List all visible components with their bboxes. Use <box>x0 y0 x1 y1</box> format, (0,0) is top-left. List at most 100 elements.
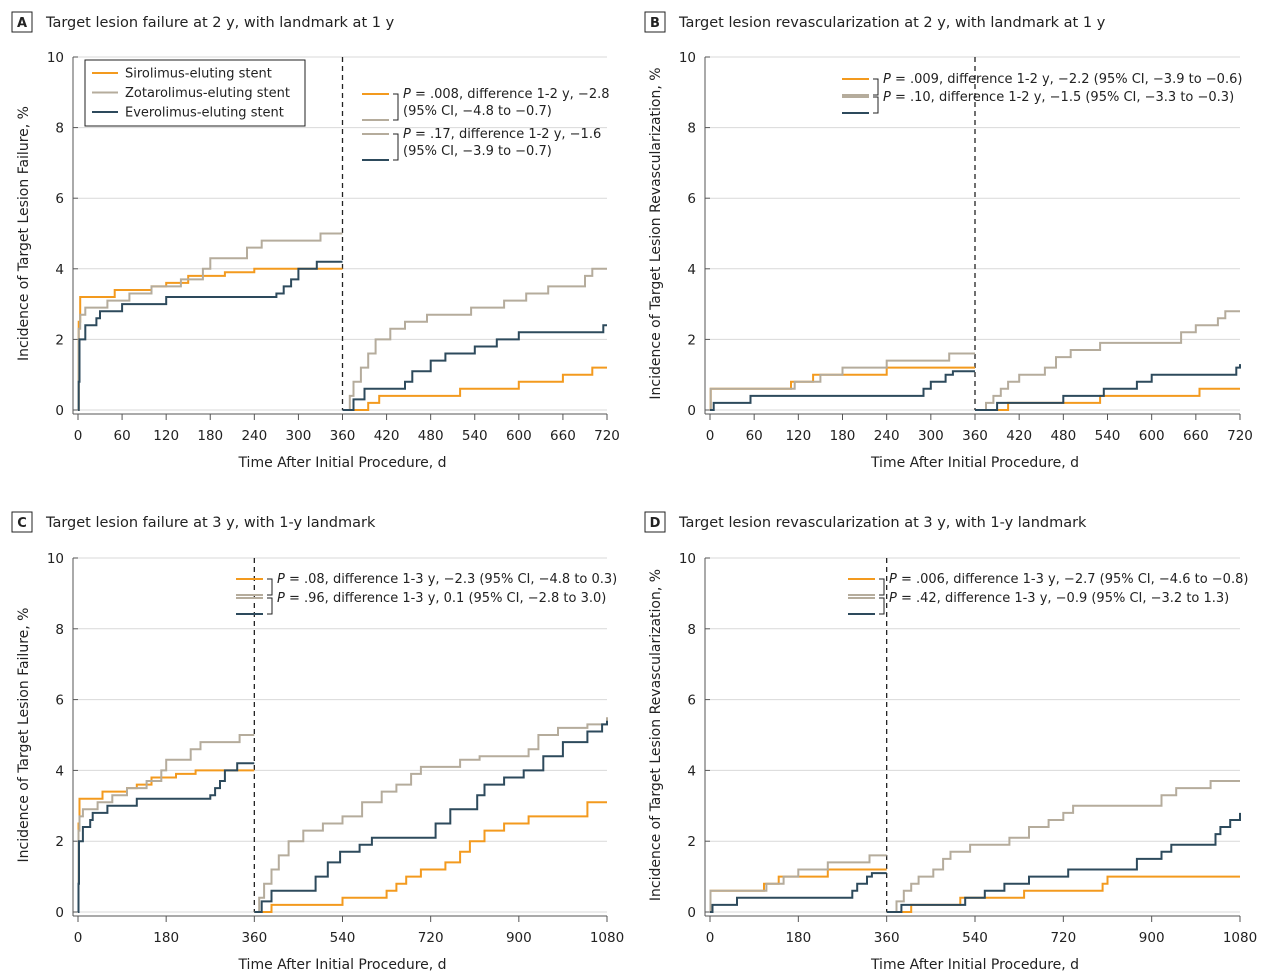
x-tick-label: 0 <box>706 930 715 946</box>
y-tick-label: 8 <box>687 121 696 137</box>
annotation-text: P = .17, difference 1-2 y, −1.6 <box>403 127 601 142</box>
series-line-zotarolimus <box>709 854 887 913</box>
y-tick-label: 2 <box>687 332 696 348</box>
x-tick-label: 300 <box>286 428 312 444</box>
series-line-sirolimus <box>975 387 1240 411</box>
y-axis-label: Incidence of Target Lesion Revasculariza… <box>648 569 664 901</box>
y-tick-label: 10 <box>679 551 696 567</box>
panel-title: Target lesion failure at 2 y, with landm… <box>45 15 395 31</box>
annotation-text: P = .96, difference 1-3 y, 0.1 (95% CI, … <box>277 591 606 606</box>
x-axis-label: Time After Initial Procedure, d <box>237 455 446 471</box>
x-tick-label: 180 <box>197 428 223 444</box>
x-axis-label: Time After Initial Procedure, d <box>870 455 1079 471</box>
x-tick-label: 60 <box>746 428 763 444</box>
y-tick-label: 6 <box>687 693 696 709</box>
series-line-everolimus <box>342 324 607 411</box>
panel-letter-box <box>644 511 666 533</box>
x-tick-label: 420 <box>374 428 400 444</box>
x-tick-label: 1080 <box>590 930 624 946</box>
y-tick-label: 4 <box>55 763 64 779</box>
y-tick-label: 2 <box>687 834 696 850</box>
y-tick-label: 0 <box>687 403 696 419</box>
annotation-text: P = .008, difference 1-2 y, −2.8 <box>403 87 610 102</box>
x-tick-label: 720 <box>1050 930 1076 946</box>
y-axis-label: Incidence of Target Lesion Failure, % <box>16 608 32 863</box>
y-tick-label: 4 <box>687 763 696 779</box>
panel-a: A Target lesion failure at 2 y, with land… <box>11 11 620 471</box>
annotation-bracket <box>393 93 399 121</box>
y-tick-label: 0 <box>55 905 64 921</box>
series-line-everolimus <box>710 370 975 411</box>
panel-letter: D <box>650 516 661 531</box>
annotation-bracket <box>873 78 879 96</box>
x-tick-label: 600 <box>506 428 532 444</box>
x-tick-label: 660 <box>1183 428 1209 444</box>
panel-letter: C <box>17 516 27 531</box>
series-line-everolimus <box>710 872 887 913</box>
series-line-everolimus <box>975 364 1241 411</box>
y-tick-label: 8 <box>687 622 696 638</box>
y-axis-label: Incidence of Target Lesion Failure, % <box>16 106 32 361</box>
annotation-bracket <box>267 597 273 615</box>
annotation-bracket <box>267 578 273 596</box>
x-axis-label: Time After Initial Procedure, d <box>870 957 1079 972</box>
x-tick-label: 360 <box>330 428 356 444</box>
legend-label-sirolimus: Sirolimus-eluting stent <box>125 67 272 82</box>
x-tick-label: 0 <box>706 428 715 444</box>
x-tick-label: 420 <box>1006 428 1032 444</box>
x-tick-label: 180 <box>153 930 179 946</box>
y-tick-label: 8 <box>55 622 64 638</box>
x-tick-label: 0 <box>74 930 83 946</box>
x-tick-label: 720 <box>594 428 620 444</box>
legend-label-zotarolimus: Zotarolimus-eluting stent <box>125 86 290 101</box>
legend-label-everolimus: Everolimus-eluting stent <box>125 106 284 121</box>
series-line-zotarolimus <box>77 232 343 411</box>
panel-letter-box <box>644 11 666 33</box>
x-tick-label: 240 <box>874 428 900 444</box>
y-tick-label: 8 <box>55 121 64 137</box>
annotation-text: P = .009, difference 1-2 y, −2.2 (95% CI… <box>883 72 1242 87</box>
x-tick-label: 720 <box>1227 428 1253 444</box>
y-tick-label: 10 <box>679 50 696 66</box>
annotation-bracket <box>393 133 399 161</box>
x-tick-label: 540 <box>962 930 988 946</box>
annotation-text: (95% CI, −3.9 to −0.7) <box>403 144 552 159</box>
x-tick-label: 600 <box>1139 428 1165 444</box>
annotation-text: P = .006, difference 1-3 y, −2.7 (95% CI… <box>889 572 1248 587</box>
series-line-everolimus <box>77 260 343 411</box>
y-axis-label: Incidence of Target Lesion Revasculariza… <box>648 67 664 399</box>
x-tick-label: 0 <box>74 428 83 444</box>
annotation-text: (95% CI, −4.8 to −0.7) <box>403 104 552 119</box>
y-tick-label: 10 <box>47 50 64 66</box>
y-tick-label: 4 <box>55 262 64 278</box>
legend-box <box>84 59 306 127</box>
x-tick-label: 180 <box>830 428 856 444</box>
x-tick-label: 1080 <box>1223 930 1257 946</box>
panel-title: Target lesion failure at 3 y, with 1-y l… <box>45 515 376 531</box>
annotation-text: P = .10, difference 1-2 y, −1.5 (95% CI,… <box>883 90 1234 105</box>
series-line-sirolimus <box>886 875 1240 913</box>
series-line-zotarolimus <box>886 780 1240 913</box>
x-axis-label: Time After Initial Procedure, d <box>237 957 446 972</box>
x-tick-label: 720 <box>418 930 444 946</box>
panel-letter: A <box>17 16 27 31</box>
panel-d: D Target lesion revascularization at 3 y,… <box>644 511 1257 972</box>
series-line-everolimus <box>254 720 608 913</box>
annotation-bracket <box>879 597 885 615</box>
annotation-text: P = .08, difference 1-3 y, −2.3 (95% CI,… <box>277 572 617 587</box>
x-tick-label: 480 <box>418 428 444 444</box>
panel-title: Target lesion revascularization at 3 y, … <box>678 515 1087 531</box>
x-tick-label: 900 <box>1139 930 1165 946</box>
y-tick-label: 2 <box>55 834 64 850</box>
x-tick-label: 300 <box>918 428 944 444</box>
x-tick-label: 360 <box>962 428 988 444</box>
x-tick-label: 120 <box>785 428 811 444</box>
annotation-bracket <box>879 578 885 596</box>
x-tick-label: 480 <box>1050 428 1076 444</box>
y-tick-label: 6 <box>55 191 64 207</box>
y-tick-label: 4 <box>687 262 696 278</box>
series-line-sirolimus <box>254 801 607 913</box>
x-tick-label: 900 <box>506 930 532 946</box>
series-line-everolimus <box>886 812 1241 913</box>
